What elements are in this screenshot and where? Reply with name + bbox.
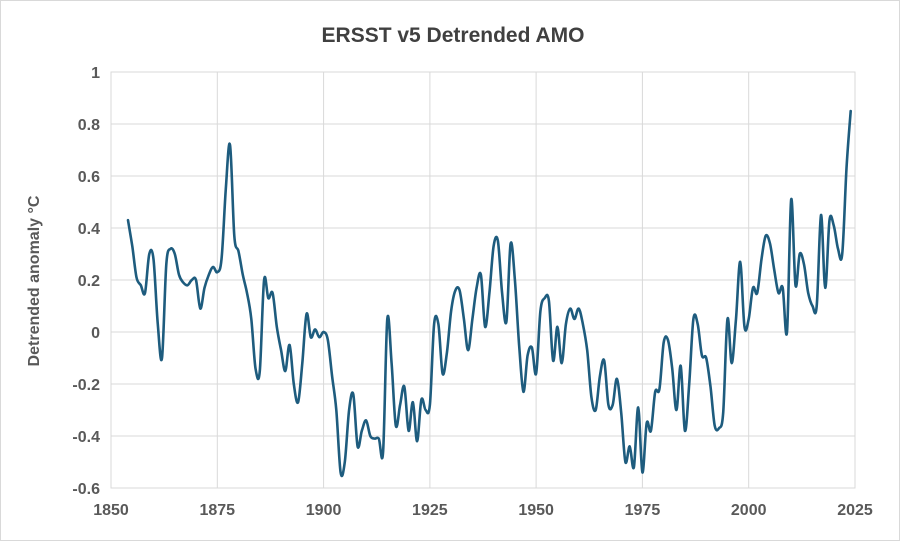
plot-area-border [110,71,856,489]
x-axis-tick-label: 1900 [306,502,342,519]
amo-anomaly-line [126,109,852,478]
x-axis-tick-label: 2000 [731,502,767,519]
y-axis-title: Detrended anomaly °C [26,195,43,366]
y-axis-tick-label: 1 [91,65,100,82]
tick-labels-group: 1 0.8 0.6 0.4 0.2 0 -0.2 -0.4 -0.6 1850 1875 1900 19… [72,65,872,519]
x-axis-tick-label: 1975 [625,502,661,519]
x-axis-tick-label: 2025 [837,502,873,519]
gridlines-group [110,71,856,489]
x-axis-tick-label: 1875 [199,502,235,519]
y-axis-tick-label: -0.6 [72,481,100,498]
x-axis-tick-label: 1950 [518,502,554,519]
y-axis-tick-label: 0.6 [78,169,100,186]
x-axis-tick-label: 1850 [93,502,129,519]
y-axis-tick-label: -0.2 [72,377,100,394]
y-axis-tick-label: 0 [91,325,100,342]
y-axis-tick-label: 0.8 [78,117,100,134]
x-axis-tick-label: 1925 [412,502,448,519]
data-series-group [126,109,852,478]
y-axis-tick-label: 0.2 [78,273,100,290]
y-axis-tick-label: 0.4 [78,221,100,238]
chart-title: ERSST v5 Detrended AMO [322,24,585,47]
y-axis-tick-label: -0.4 [72,429,100,446]
